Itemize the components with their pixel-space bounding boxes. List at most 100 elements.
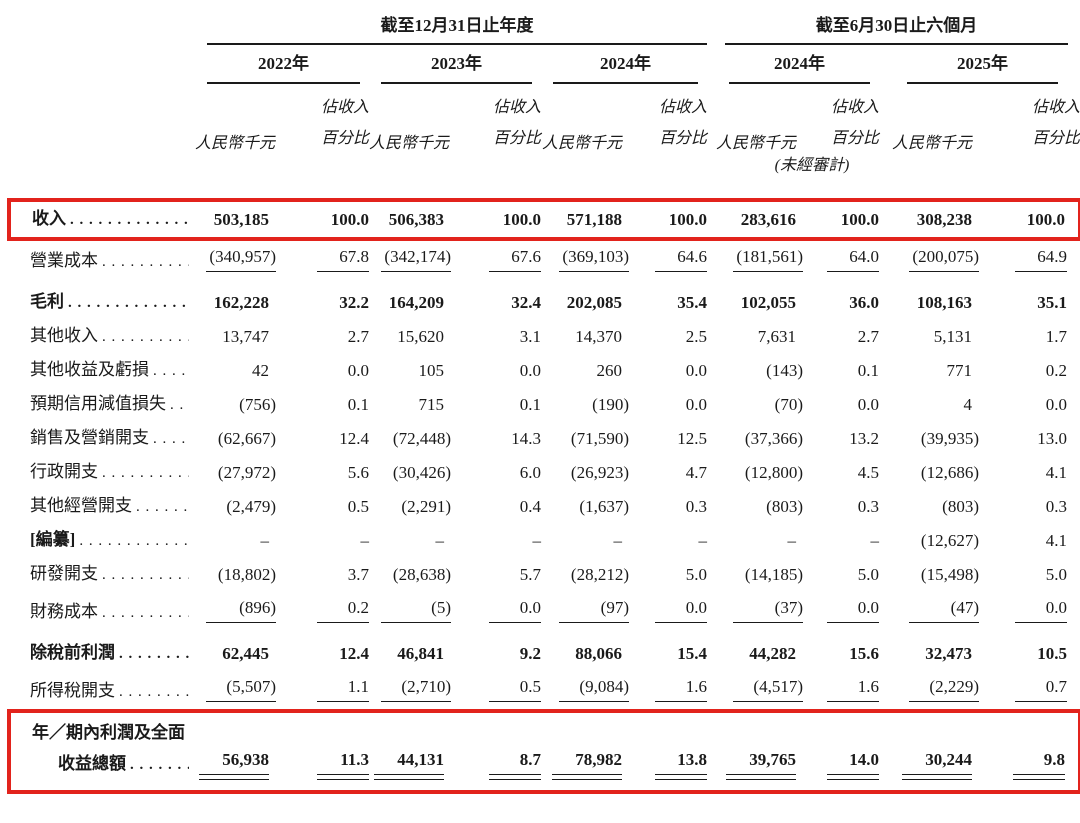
row-label: [編纂] [9,524,195,558]
dot-leader [102,251,189,272]
row-admin-expenses: 行政開支 (27,972) 5.6 (30,426) 6.0 (26,923) 4.7 (12… [9,456,1080,490]
row-selling-marketing: 銷售及營銷開支 (62,667) 12.4 (72,448) 14.3 (71,590) 1… [9,422,1080,456]
cell-rmb-thousand: – [613,531,623,550]
row-label: 行政開支 [9,456,195,490]
cell-rmb-thousand: 506,383 [369,198,444,241]
cell-pct-of-revenue: 32.4 [511,293,541,312]
cell-rmb-thousand: (181,561) [707,239,803,279]
cell-rmb-thousand: (47) [879,592,979,630]
cell-rmb-thousand: (15,498) [920,565,979,584]
row-label: 營業成本 [9,239,195,279]
cell-pct-of-revenue: 0.0 [347,361,369,380]
dot-leader [170,394,189,415]
cell-rmb-thousand: (30,426) [392,463,451,482]
cell-pct-of-revenue: 100.0 [444,198,541,241]
dot-leader [70,209,189,230]
cell-pct-of-revenue: 0.1 [857,361,879,380]
row-label: 銷售及營銷開支 [9,422,195,456]
row-profit-before-tax: 除稅前利潤 62,445 12.4 46,841 9.2 88,066 15.4 44,282… [9,630,1080,671]
year-header-2022: 2022年 [207,54,360,84]
cell-pct-of-revenue: 64.0 [796,239,879,279]
cell-pct-of-revenue: 0.2 [269,592,369,630]
cell-pct-of-revenue: 1.6 [796,671,879,711]
cell-rmb-thousand: 13,747 [222,327,269,346]
period-group-row: 截至12月31日止年度 截至6月30日止六個月 [9,14,1080,45]
dot-leader [102,462,189,483]
period-group-annual: 截至12月31日止年度 [195,14,707,45]
cell-rmb-thousand: (12,686) [920,463,979,482]
cell-pct-of-revenue: 0.3 [685,497,707,516]
cell-rmb-thousand: 30,244 [879,709,972,794]
cell-rmb-thousand: (896) [195,592,276,630]
cell-pct-of-revenue: 13.8 [622,709,707,794]
cell-rmb-thousand: (37) [707,592,803,630]
cell-rmb-thousand: 44,282 [749,644,796,663]
cell-rmb-thousand: (200,075) [879,239,979,279]
cell-pct-of-revenue: – [698,531,708,550]
dot-leader [136,496,189,517]
cell-pct-of-revenue: 32.2 [339,293,369,312]
period-group-annual-title: 截至12月31日止年度 [207,16,707,45]
cell-rmb-thousand: 105 [418,361,445,380]
row-income-tax: 所得稅開支(5,507)1.1(2,710)0.5(9,084)1.6(4,51… [9,671,1080,711]
cell-rmb-thousand: 46,841 [397,644,444,663]
cell-pct-of-revenue: 0.4 [519,497,541,516]
cell-rmb-thousand: – [435,531,445,550]
cell-pct-of-revenue: 0.0 [796,592,879,630]
cell-rmb-thousand: – [787,531,797,550]
dot-leader [102,602,189,623]
row-label: 研發開支 [9,558,195,592]
row-revenue: 收入503,185100.0506,383100.0571,188100.028… [7,198,1080,241]
cell-pct-of-revenue: 35.1 [1037,293,1067,312]
cell-rmb-thousand: 56,938 [195,709,269,794]
cell-pct-of-revenue: 100.0 [796,198,879,241]
row-label: 所得稅開支 [9,671,195,711]
cell-rmb-thousand: (12,627) [920,531,979,550]
cell-rmb-thousand: 283,616 [707,198,796,241]
cell-pct-of-revenue: 100.0 [972,198,1080,241]
cell-rmb-thousand: 202,085 [566,293,622,312]
dot-leader [130,754,189,775]
cell-pct-of-revenue: – [532,531,542,550]
cell-rmb-thousand: (2,229) [879,671,979,711]
dot-leader [79,530,189,551]
cell-pct-of-revenue: 12.5 [677,429,707,448]
cell-pct-of-revenue: 5.7 [519,565,541,584]
cell-rmb-thousand: 78,982 [541,709,622,794]
row-rd-expenses: 研發開支 (18,802) 3.7 (28,638) 5.7 (28,212) 5.0 (14… [9,558,1080,592]
cell-rmb-thousand: 164,209 [388,293,444,312]
cell-rmb-thousand: (2,291) [401,497,451,516]
cell-rmb-thousand: (28,638) [392,565,451,584]
year-header-row: 2022年 2023年 2024年 2024年 2025年 [9,45,1080,84]
cell-rmb-thousand: 4 [963,395,973,414]
cell-rmb-thousand: (14,185) [744,565,803,584]
cell-pct-of-revenue: 100.0 [269,198,369,241]
cell-pct-of-revenue: 64.6 [622,239,707,279]
pct-header: 佔收入 百分比 [658,99,707,147]
cell-pct-of-revenue: 13.0 [1037,429,1067,448]
dot-leader [153,428,189,449]
cell-pct-of-revenue: 5.0 [1045,565,1067,584]
cell-rmb-thousand: 42 [252,361,269,380]
cell-rmb-thousand: (340,957) [195,239,276,279]
row-expected-credit-loss: 預期信用減值損失 (756) 0.1 715 0.1 (190) 0.0 (70) 0.0 4 0.… [9,388,1080,422]
row-other-gains-losses: 其他收益及虧損 42 0.0 105 0.0 260 0.0 (143) 0.1 771 0.2 [9,354,1080,388]
dot-leader [68,292,189,313]
cell-pct-of-revenue: 0.2 [1045,361,1067,380]
cell-pct-of-revenue: 67.6 [444,239,541,279]
cell-pct-of-revenue: 2.7 [857,327,879,346]
dot-leader [119,681,189,702]
row-label: 毛利 [9,279,195,320]
cell-pct-of-revenue: 0.0 [972,592,1080,630]
cell-rmb-thousand: 571,188 [541,198,622,241]
cell-pct-of-revenue: 0.0 [857,395,879,414]
cell-rmb-thousand: (143) [766,361,803,380]
row-label: 其他收益及虧損 [9,354,195,388]
row-redacted: [編纂] – – – – – – – – (12,627) 4.1 [9,524,1080,558]
cell-rmb-thousand: (2,479) [226,497,276,516]
cell-rmb-thousand: (71,590) [570,429,629,448]
cell-rmb-thousand: (12,800) [744,463,803,482]
cell-rmb-thousand: 5,131 [933,327,972,346]
pct-header: 佔收入 百分比 [492,99,541,147]
year-header-2023: 2023年 [381,54,532,84]
